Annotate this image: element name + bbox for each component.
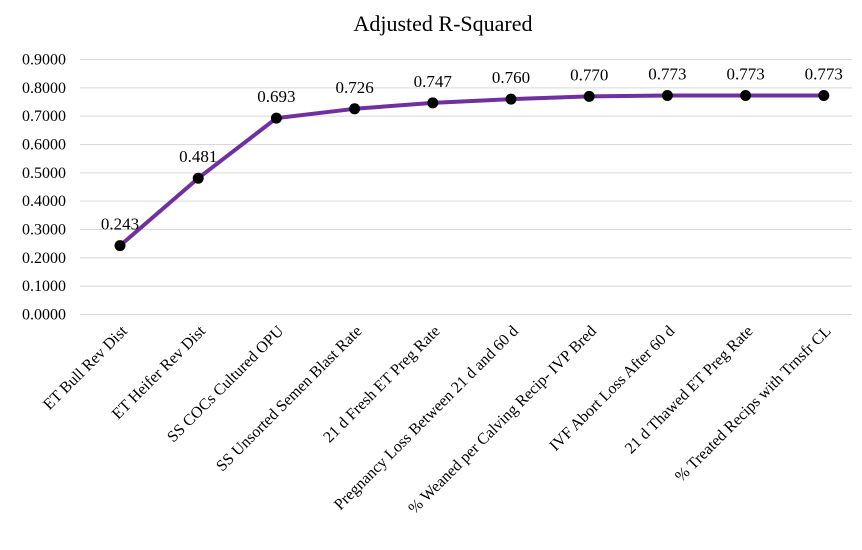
data-label: 0.693 (257, 87, 295, 106)
y-tick-label: 0.6000 (22, 137, 66, 154)
data-label: 0.770 (570, 65, 608, 84)
data-point (505, 93, 517, 105)
y-tick-label: 0.9000 (22, 52, 66, 69)
data-point (661, 89, 673, 101)
data-label: 0.773 (805, 64, 843, 83)
x-tick-label: ET Bull Rev Dist (40, 322, 131, 413)
chart-title: Adjusted R-Squared (353, 11, 532, 36)
data-label: 0.726 (335, 78, 373, 97)
y-tick-label: 0.8000 (22, 80, 66, 97)
y-tick-label: 0.3000 (22, 222, 66, 239)
y-tick-label: 0.0000 (22, 307, 66, 324)
data-point (192, 172, 204, 184)
data-label: 0.243 (101, 215, 139, 234)
y-tick-label: 0.5000 (22, 165, 66, 182)
data-point (114, 240, 126, 252)
x-tick-label: SS Unsorted Semen Blast Rate (213, 323, 365, 475)
data-labels: 0.243 0.481 0.693 0.726 0.747 0.760 0.770 0.773… (101, 64, 843, 233)
y-tick-label: 0.2000 (22, 250, 66, 267)
y-axis-tick-labels: 0.0000 0.1000 0.2000 0.3000 0.4000 0.5000 0.60… (22, 52, 66, 324)
x-tick-label: 21 d Thawed ET Preg Rate (622, 323, 756, 457)
data-point (740, 89, 752, 101)
data-label: 0.760 (492, 68, 530, 87)
data-label: 0.481 (179, 147, 217, 166)
series-line (118, 93, 826, 248)
gridlines (80, 59, 852, 315)
data-label: 0.773 (648, 64, 686, 83)
data-point (349, 103, 361, 115)
series-line-group (118, 93, 826, 248)
data-point-markers (114, 89, 830, 252)
data-point (818, 89, 830, 101)
data-label: 0.773 (726, 64, 764, 83)
y-tick-label: 0.7000 (22, 108, 66, 125)
x-tick-label: IVF Abort Loss After 60 d (546, 323, 678, 455)
data-point (270, 112, 282, 124)
x-tick-label: % Treated Recips with Trnsfr CL (672, 323, 835, 486)
y-tick-label: 0.1000 (22, 278, 66, 295)
data-point (583, 90, 595, 102)
data-point (427, 97, 439, 109)
data-label: 0.747 (414, 72, 453, 91)
y-tick-label: 0.4000 (22, 193, 66, 210)
